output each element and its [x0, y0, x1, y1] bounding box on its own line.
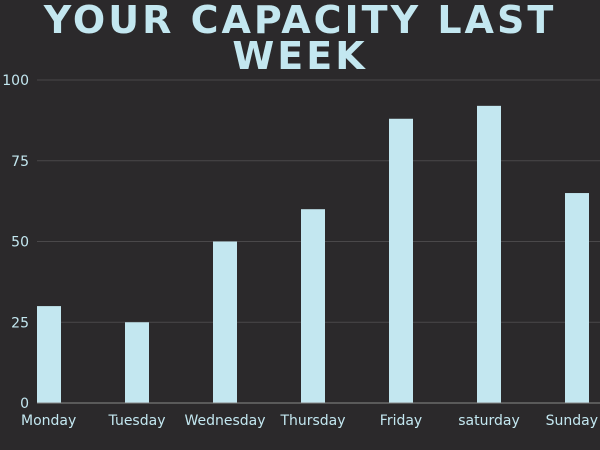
bars: [37, 105, 589, 403]
x-tick-label: Friday: [380, 413, 422, 429]
x-tick-label: Tuesday: [108, 413, 166, 429]
x-tick-label: Sunday: [546, 413, 598, 429]
bar-wednesday: [213, 241, 237, 403]
bar-sunday: [565, 193, 589, 403]
bar-saturday: [477, 105, 501, 403]
bar-thursday: [301, 209, 325, 403]
bar-tuesday: [125, 322, 149, 403]
y-tick-label: 25: [11, 315, 29, 331]
x-tick-label: Wednesday: [184, 413, 265, 429]
y-tick-labels: 0 25 50 75 100: [2, 73, 29, 412]
x-tick-label: Monday: [21, 413, 76, 429]
y-tick-label: 100: [2, 73, 29, 89]
y-tick-label: 75: [11, 154, 29, 170]
x-tick-label: Thursday: [279, 413, 345, 429]
chart-title: YOUR CAPACITY LAST WEEK: [43, 0, 557, 78]
bar-friday: [389, 118, 413, 403]
y-tick-label: 0: [20, 396, 29, 412]
y-tick-label: 50: [11, 235, 29, 251]
x-tick-labels: Monday Tuesday Wednesday Thursday Friday satu…: [21, 413, 598, 429]
x-tick-label: saturday: [458, 413, 520, 429]
bar-monday: [37, 306, 61, 403]
